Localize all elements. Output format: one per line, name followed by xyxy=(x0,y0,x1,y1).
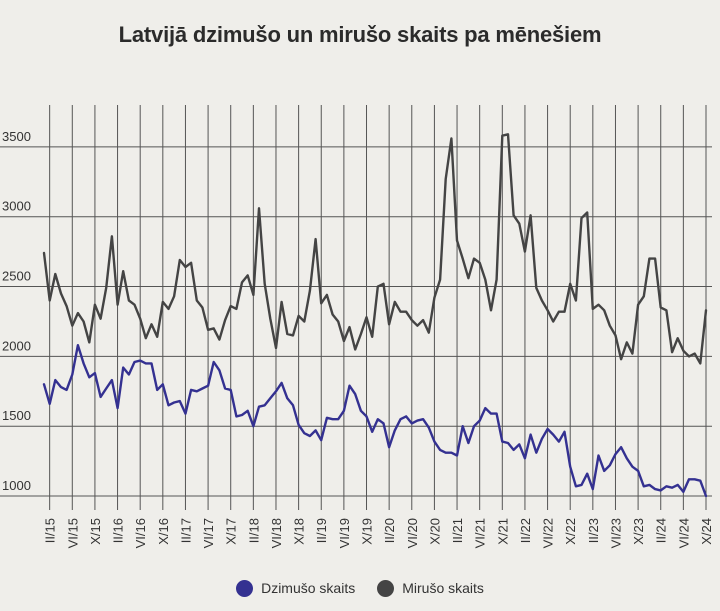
grid-lines xyxy=(0,105,712,510)
x-tick-label: VI/18 xyxy=(269,518,284,548)
x-tick-label: VI/24 xyxy=(676,518,691,548)
x-tick-label: II/24 xyxy=(654,518,669,543)
y-tick-label: 1500 xyxy=(2,408,31,423)
x-tick-label: VI/19 xyxy=(337,518,352,548)
x-tick-label: II/22 xyxy=(518,518,533,543)
series-line-births xyxy=(42,344,708,498)
x-tick-label: X/24 xyxy=(699,518,714,545)
legend-swatch-deaths xyxy=(377,579,395,597)
y-tick-label: 1000 xyxy=(2,478,31,493)
y-axis-tick-labels: 1000 1500 2000 2500 3000 3500 xyxy=(2,129,31,493)
x-tick-label: II/16 xyxy=(111,518,126,543)
x-tick-label: X/21 xyxy=(495,518,510,545)
y-tick-label: 2000 xyxy=(2,338,31,353)
x-tick-label: X/20 xyxy=(427,518,442,545)
legend-swatch-births xyxy=(236,579,254,597)
x-tick-label: X/23 xyxy=(631,518,646,545)
y-tick-label: 2500 xyxy=(2,269,31,284)
x-tick-label: VI/15 xyxy=(65,518,80,548)
x-tick-label: II/21 xyxy=(450,518,465,543)
x-tick-label: II/18 xyxy=(246,518,261,543)
legend-item-deaths: Mirušo skaits xyxy=(377,579,484,597)
x-tick-label: X/15 xyxy=(88,518,103,545)
x-axis-tick-labels: II/15 VI/15 X/15 II/16 VI/16 X/16 II/17 VI/17 X/… xyxy=(43,518,714,548)
x-tick-label: VI/16 xyxy=(133,518,148,548)
x-tick-label: II/15 xyxy=(43,518,58,543)
series-lines xyxy=(42,133,708,498)
y-tick-label: 3000 xyxy=(2,199,31,214)
x-tick-label: X/17 xyxy=(224,518,239,545)
x-tick-label: II/20 xyxy=(382,518,397,543)
legend-label-births: Dzimušo skaits xyxy=(261,580,356,596)
x-tick-label: VI/22 xyxy=(541,518,556,548)
x-tick-label: X/22 xyxy=(563,518,578,545)
chart-title: Latvijā dzimušo un mirušo skaits pa mēne… xyxy=(118,22,602,47)
legend-label-deaths: Mirušo skaits xyxy=(402,580,484,596)
legend-item-births: Dzimušo skaits xyxy=(236,579,356,597)
x-tick-label: VI/23 xyxy=(608,518,623,548)
x-tick-label: VI/17 xyxy=(201,518,216,548)
x-tick-label: VI/21 xyxy=(473,518,488,548)
x-tick-label: II/17 xyxy=(178,518,193,543)
legend: Dzimušo skaits Mirušo skaits xyxy=(0,576,720,600)
x-tick-label: II/19 xyxy=(314,518,329,543)
y-tick-label: 3500 xyxy=(2,129,31,144)
x-tick-label: X/19 xyxy=(360,518,375,545)
series-line-deaths xyxy=(42,133,708,365)
x-tick-label: X/18 xyxy=(292,518,307,545)
x-tick-label: X/16 xyxy=(156,518,171,545)
x-tick-label: II/23 xyxy=(586,518,601,543)
x-tick-label: VI/20 xyxy=(405,518,420,548)
